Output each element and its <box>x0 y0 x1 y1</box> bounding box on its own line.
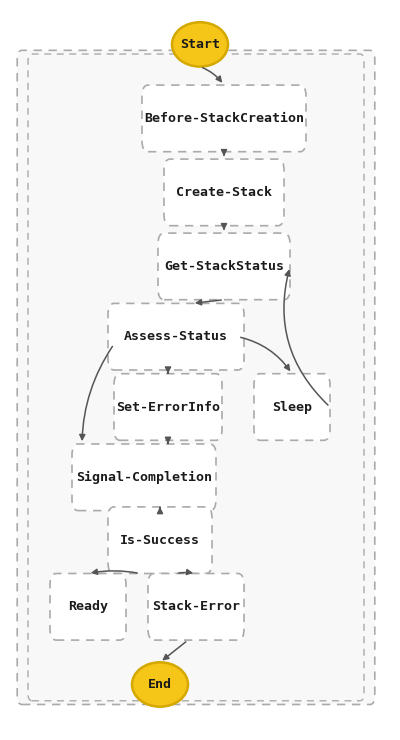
FancyBboxPatch shape <box>164 159 284 226</box>
FancyBboxPatch shape <box>108 507 212 574</box>
Text: Ready: Ready <box>68 600 108 613</box>
Text: Stack-Error: Stack-Error <box>152 600 240 613</box>
Text: Signal-Completion: Signal-Completion <box>76 471 212 484</box>
Ellipse shape <box>172 22 228 67</box>
Text: Create-Stack: Create-Stack <box>176 186 272 199</box>
Text: End: End <box>148 678 172 691</box>
FancyBboxPatch shape <box>158 233 290 300</box>
Text: Set-ErrorInfo: Set-ErrorInfo <box>116 400 220 414</box>
FancyBboxPatch shape <box>114 374 222 440</box>
Text: Sleep: Sleep <box>272 400 312 414</box>
FancyBboxPatch shape <box>17 50 375 704</box>
FancyBboxPatch shape <box>148 574 244 640</box>
FancyBboxPatch shape <box>72 444 216 511</box>
Ellipse shape <box>132 662 188 707</box>
FancyBboxPatch shape <box>108 303 244 370</box>
FancyBboxPatch shape <box>254 374 330 440</box>
Text: Before-StackCreation: Before-StackCreation <box>144 112 304 125</box>
Text: Start: Start <box>180 38 220 51</box>
FancyBboxPatch shape <box>142 85 306 152</box>
FancyBboxPatch shape <box>50 574 126 640</box>
Text: Get-StackStatus: Get-StackStatus <box>164 260 284 273</box>
Text: Assess-Status: Assess-Status <box>124 330 228 343</box>
Text: Is-Success: Is-Success <box>120 534 200 547</box>
